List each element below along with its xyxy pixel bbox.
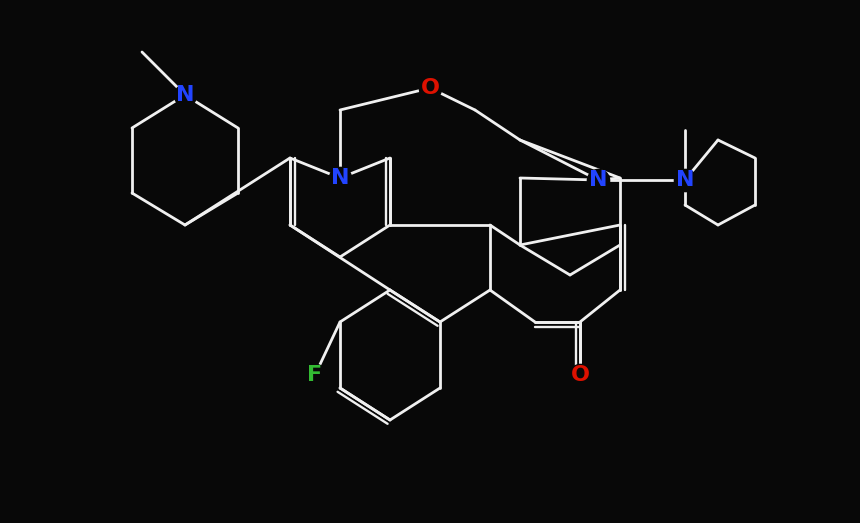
Text: N: N — [676, 170, 694, 190]
Text: O: O — [570, 365, 589, 385]
Text: N: N — [175, 85, 194, 105]
Text: N: N — [589, 170, 607, 190]
Text: O: O — [421, 78, 439, 98]
Text: N: N — [331, 168, 349, 188]
Text: F: F — [307, 365, 322, 385]
